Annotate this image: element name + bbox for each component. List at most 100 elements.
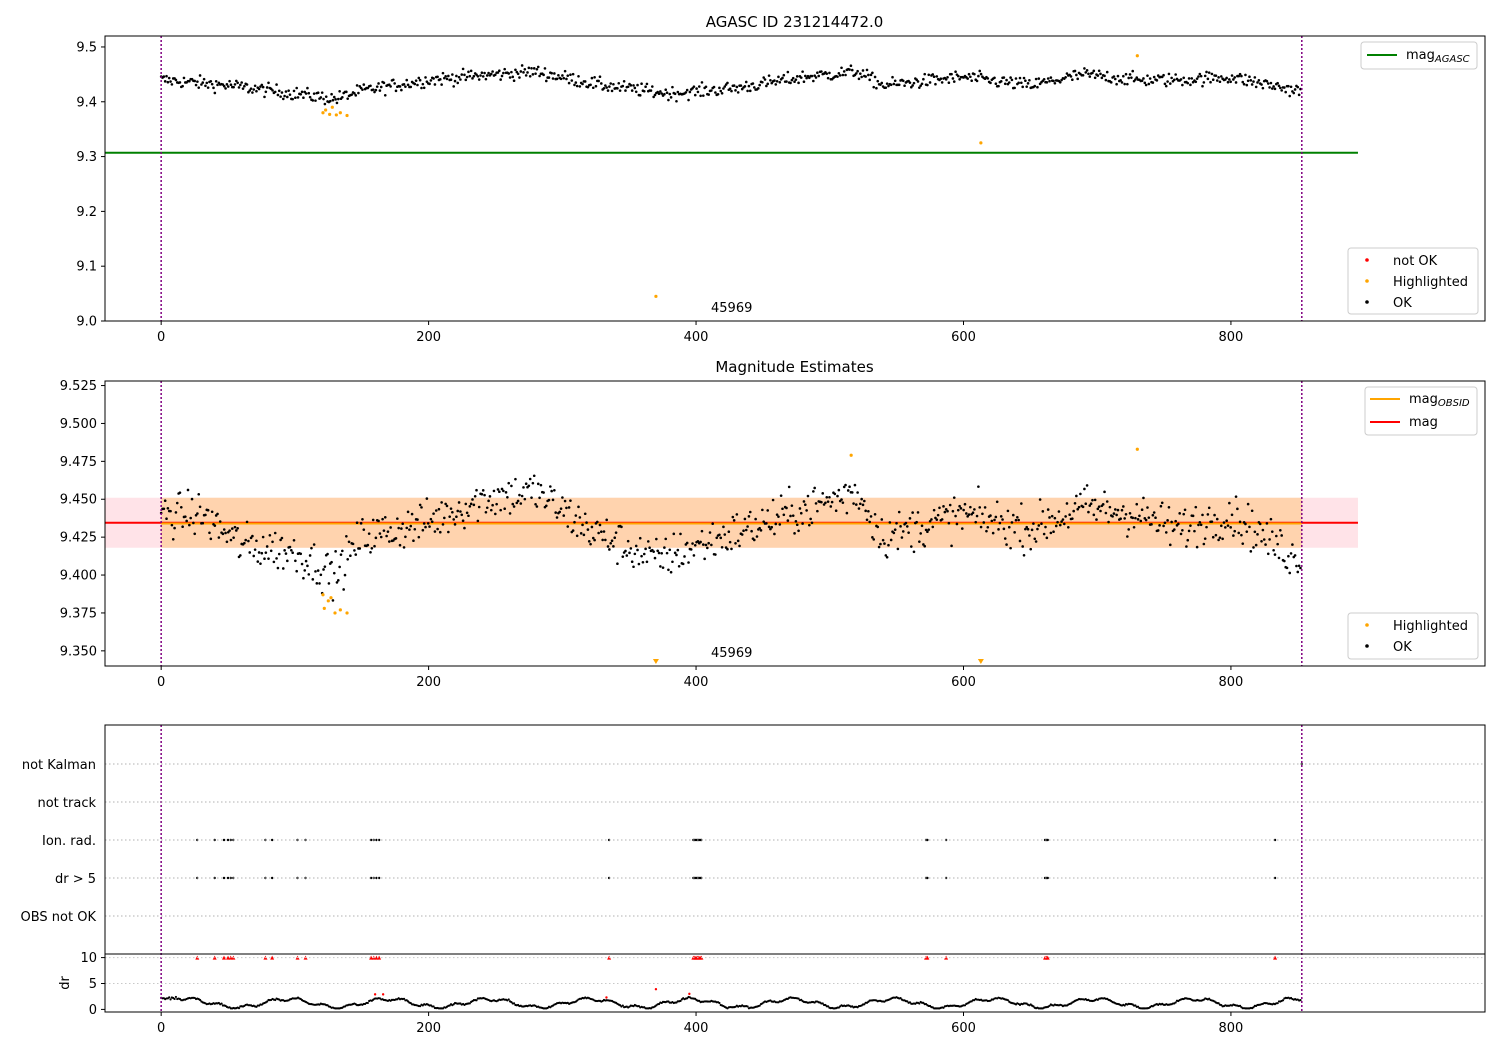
agasc-xtick-label: 400 [684,330,709,345]
magnitude-ok-point [277,552,281,556]
agasc-ok-point [1186,81,1190,85]
agasc-ok-point [1229,80,1232,84]
magnitude-ytick-label: 9.500 [60,417,97,432]
agasc-ok-point [1020,81,1023,85]
magnitude-ok-point [1177,522,1180,526]
agasc-ok-point [200,83,203,86]
magnitude-ok-point [406,510,410,514]
agasc-ok-point [240,81,243,84]
agasc-ok-point [201,81,205,84]
agasc-ok-point [1113,77,1117,81]
magnitude-ok-point [354,553,358,556]
magnitude-ok-point [740,533,744,536]
magnitude-ok-point [417,535,421,539]
magnitude-ok-point [302,576,305,580]
magnitude-ok-point [795,523,799,527]
agasc-ok-point [1163,82,1167,86]
agasc-ok-point [730,89,733,93]
magnitude-ok-point [1033,537,1037,541]
agasc-ok-point [947,81,951,85]
agasc-frame [104,35,1486,322]
magnitude-ok-point [255,539,258,543]
magnitude-ok-point [1244,522,1247,526]
magnitude-ok-point [664,537,668,541]
magnitude-ok-point [883,542,886,545]
agasc-ok-point [322,97,325,101]
magnitude-ok-point [1232,534,1235,537]
magnitude-ok-point [186,488,190,492]
agasc-ok-point [213,91,217,95]
agasc-ok-point [671,85,674,89]
magnitude-ok-point [938,506,941,510]
magnitude-ok-point [1168,543,1172,547]
magnitude-ok-point [854,503,858,506]
magnitude-ok-point [732,519,736,522]
agasc-ok-point [425,80,429,83]
magnitude-ok-point [656,549,659,553]
agasc-ok-point [653,93,657,97]
magnitude-ok-point [1072,509,1075,513]
agasc-ok-point [857,77,861,81]
magnitude-ok-point [185,519,188,523]
magnitude-ok-point [905,525,909,528]
dr-point [863,1003,866,1006]
magnitude-ok-point [979,525,983,529]
dr-point [173,997,176,1001]
magnitude-ok-point [1046,508,1050,511]
magnitude-ok-point [865,518,869,522]
magnitude-ytick-label: 9.400 [60,569,97,584]
agasc-ok-point [952,80,956,83]
magnitude-ok-point [539,483,543,487]
agasc-ok-point [1119,78,1122,82]
dr-point [510,1001,513,1004]
magnitude-ok-point [1014,518,1018,522]
agasc-ok-point [308,95,312,99]
magnitude-ok-point [1183,508,1187,512]
agasc-ok-point [457,75,461,79]
magnitude-ok-point [455,515,458,519]
agasc-ok-point [967,72,971,76]
dr-point [718,1001,721,1005]
agasc-ok-point [323,102,327,106]
dr-point [507,998,510,1001]
agasc-ok-point [604,84,607,87]
agasc-ok-point [856,69,859,73]
agasc-ok-point [335,101,339,105]
agasc-ok-point [1237,74,1241,78]
agasc-ok-point [1092,69,1096,73]
agasc-ok-point [1276,81,1279,85]
magnitude-ok-point [1079,492,1082,496]
magnitude-ok-point [216,512,219,516]
agasc-ok-point [476,74,480,78]
magnitude-ok-point [637,562,641,566]
agasc-ok-point [673,92,677,96]
magnitude-ok-point [359,522,363,525]
agasc-ok-point [330,92,333,96]
magnitude-panel-annotation: 45969 [711,646,752,661]
agasc-ok-point [931,73,935,76]
agasc-ok-point [1268,86,1271,89]
magnitude-ok-point [1049,531,1053,535]
agasc-ok-point [880,81,884,85]
magnitude-ok-point [942,505,945,508]
agasc-ok-point [651,85,654,88]
agasc-ok-point [1257,78,1261,82]
magnitude-ok-point [601,538,604,542]
magnitude-ok-point [655,537,658,541]
agasc-ok-point [795,75,799,78]
agasc-ok-point [569,73,572,77]
magnitude-ok-point [836,494,839,498]
magnitude-ok-point [711,522,714,526]
agasc-ok-point [422,86,426,90]
agasc-ok-point [510,70,513,74]
agasc-legend-marker [1365,258,1369,262]
magnitude-ok-point [1163,521,1167,525]
agasc-ok-point [405,78,409,82]
agasc-ok-point [589,83,592,87]
dr-point [1276,1002,1279,1005]
magnitude-ok-point [292,539,296,542]
magnitude-ok-point [589,542,592,546]
agasc-ok-point [786,70,790,74]
agasc-ok-point [1287,84,1290,88]
agasc-ok-point [316,91,320,95]
